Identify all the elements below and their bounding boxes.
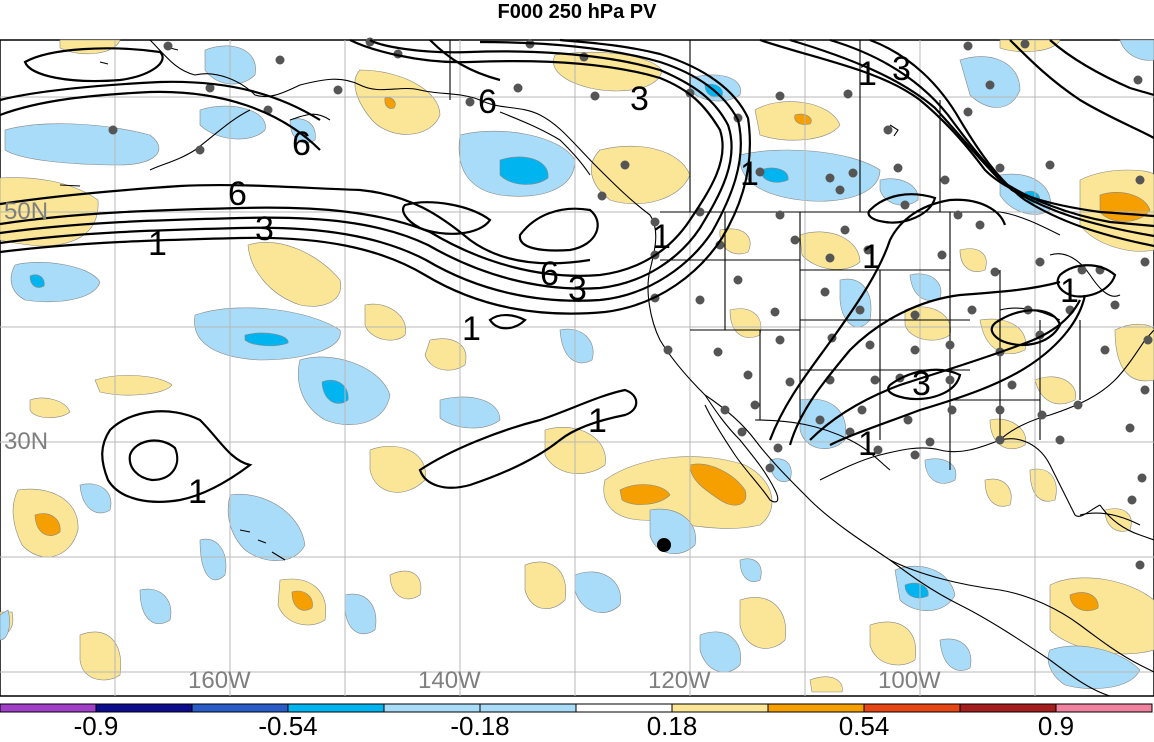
- contour-label: 3: [568, 270, 587, 308]
- contour-label: 3: [912, 365, 931, 403]
- lon-label-140w: 140W: [418, 667, 481, 694]
- contour-label: 6: [540, 255, 559, 293]
- contour-label: 1: [588, 402, 607, 440]
- contour-label: 1: [862, 238, 881, 276]
- contour-label: 1: [858, 425, 877, 463]
- colorbar: [0, 703, 1153, 713]
- colorbar-label: -0.54: [258, 711, 318, 741]
- pv-contours: [0, 38, 1154, 503]
- colorbar-label: 0.18: [646, 711, 698, 741]
- contour-label: 1: [188, 473, 207, 511]
- coastlines-and-borders: [59, 39, 1154, 697]
- contour-label: 1: [740, 155, 759, 193]
- contour-label: 1: [652, 218, 671, 256]
- contour-label: 6: [228, 175, 247, 213]
- contour-label: 1: [148, 225, 167, 263]
- colorbar-label: -0.9: [73, 711, 119, 741]
- map-frame: [0, 39, 1154, 697]
- contour-labels: 6 6 3 1 6 6 3 1 3 1 3 1 1 1 1 3 1 1 1: [148, 50, 1079, 511]
- colorbar-label: -0.18: [450, 711, 510, 741]
- colorbar-label: 0.54: [838, 711, 890, 741]
- lon-label-120w: 120W: [648, 667, 711, 694]
- contour-label: 1: [462, 310, 481, 348]
- station-markers: [108, 37, 1153, 570]
- highlighted-station-marker: [657, 538, 671, 552]
- lat-lon-grid: [0, 40, 1154, 696]
- contour-label: 1: [1060, 272, 1079, 310]
- colorbar-label: 0.9: [1037, 711, 1075, 741]
- shaded-anomalies: [0, 39, 1154, 693]
- contour-label: 1: [858, 55, 877, 93]
- contour-label: 3: [892, 50, 911, 88]
- lat-label-50n: 50N: [4, 198, 49, 225]
- contour-label: 6: [478, 83, 497, 121]
- lat-label-30n: 30N: [4, 428, 49, 455]
- contour-label: 6: [292, 125, 311, 163]
- map-title: F000 250 hPa PV: [497, 1, 657, 23]
- lon-label-100w: 100W: [878, 667, 941, 694]
- contour-label: 3: [630, 80, 649, 118]
- lon-label-160w: 160W: [188, 667, 251, 694]
- contour-label: 3: [255, 210, 274, 248]
